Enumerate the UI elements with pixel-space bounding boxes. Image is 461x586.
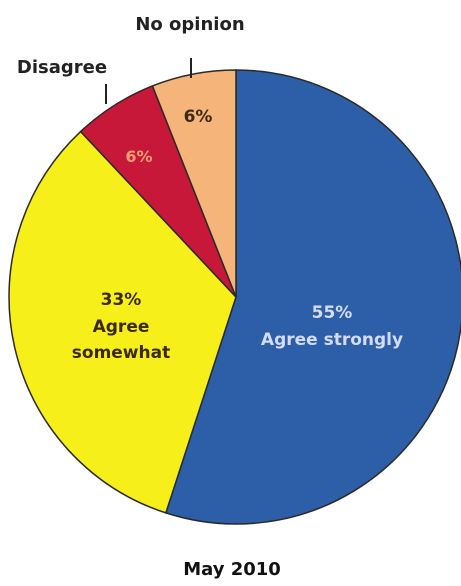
- slice-label-agree-somewhat-line2: somewhat: [72, 343, 170, 363]
- pie-slice-agree-somewhat: [8, 130, 237, 514]
- slice-label-agree-somewhat-line1: Agree: [93, 317, 150, 337]
- slice-value-agree-somewhat: 33%: [101, 290, 142, 310]
- slice-value-disagree: 6%: [125, 147, 152, 166]
- pie-slice-no-opinion: [151, 69, 237, 298]
- chart-title: May 2010: [183, 559, 281, 580]
- callout-label-no-opinion: No opinion: [135, 14, 244, 35]
- callout-label-disagree: Disagree: [17, 57, 107, 78]
- slice-label-agree-strongly: Agree strongly: [261, 330, 403, 350]
- slice-value-agree-strongly: 55%: [312, 303, 353, 323]
- pie-slices: [8, 69, 461, 525]
- slice-value-no-opinion: 6%: [184, 107, 213, 127]
- pie-slice-agree-strongly: [164, 69, 461, 525]
